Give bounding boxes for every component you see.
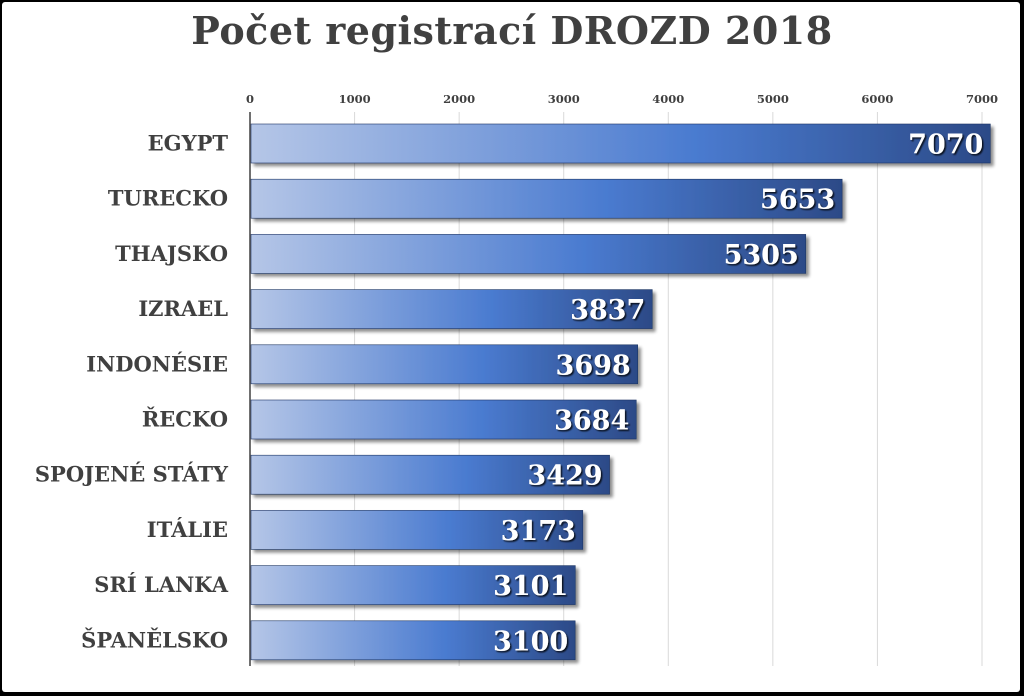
bar: [250, 620, 576, 661]
x-tick-label: 6000: [861, 92, 893, 106]
category-label: SPOJENÉ STÁTY: [35, 462, 229, 487]
x-tick-label: 1000: [339, 92, 371, 106]
x-tick-label: 7000: [966, 92, 998, 106]
x-tick-label: 0: [246, 92, 254, 106]
bar: [250, 399, 637, 440]
category-label: ŘECKO: [142, 407, 228, 432]
x-tick-label: 4000: [652, 92, 684, 106]
bar: [250, 234, 807, 274]
category-label: INDONÉSIE: [86, 351, 228, 376]
category-label: TURECKO: [108, 186, 228, 211]
category-label: IZRAEL: [138, 296, 228, 321]
data-label: 7070: [908, 130, 983, 161]
data-label: 3698: [556, 350, 631, 381]
bar: [250, 510, 584, 550]
bar: [250, 565, 576, 605]
bar: [250, 454, 610, 495]
category-label: ITÁLIE: [147, 517, 228, 542]
x-tick-label: 3000: [548, 92, 580, 106]
bar: [250, 289, 653, 329]
data-label: 5305: [724, 240, 799, 271]
x-tick-label: 2000: [443, 92, 475, 106]
data-label: 3429: [527, 461, 602, 492]
data-label: 3101: [493, 571, 568, 602]
category-label: EGYPT: [148, 131, 229, 156]
data-label: 3684: [554, 406, 629, 437]
data-label: 3173: [501, 516, 576, 547]
bar: [250, 178, 843, 219]
category-label: THAJSKO: [115, 241, 228, 266]
category-label: SRÍ LANKA: [94, 572, 228, 597]
chart-title: Počet registrací DROZD 2018: [191, 8, 833, 53]
bar: [250, 123, 991, 164]
data-label: 3100: [493, 626, 568, 657]
category-label: ŠPANĚLSKO: [81, 627, 228, 652]
data-label: 3837: [570, 295, 645, 326]
data-label: 5653: [760, 185, 835, 216]
bar: [250, 344, 639, 385]
x-tick-label: 5000: [757, 92, 789, 106]
